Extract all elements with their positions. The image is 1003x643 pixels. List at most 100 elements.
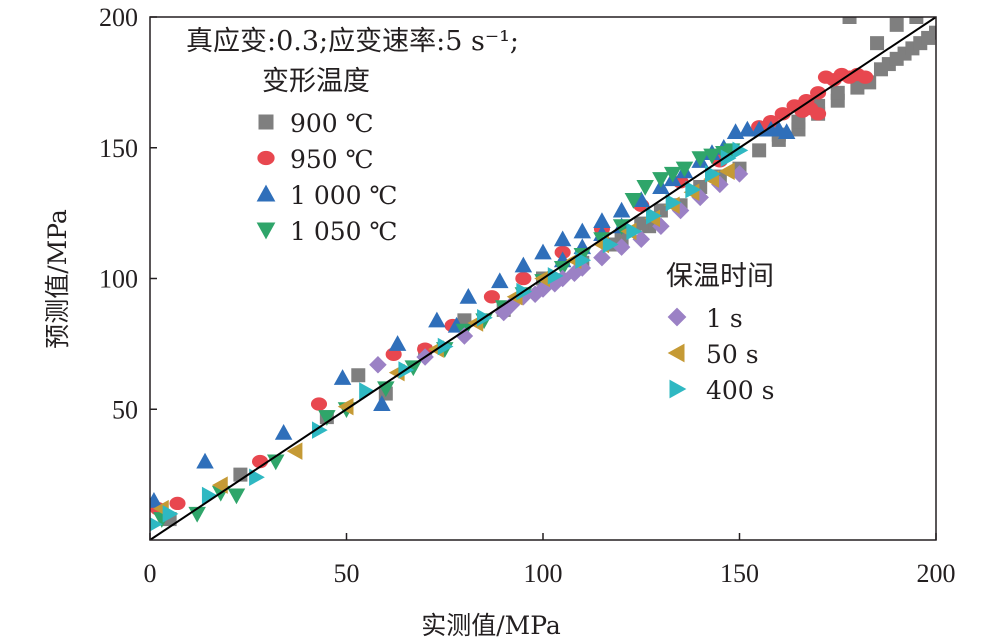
data-point-3-22 bbox=[663, 166, 682, 183]
data-point-0-16 bbox=[752, 143, 767, 158]
legend-marker-3 bbox=[256, 222, 276, 240]
x-tick-label-2: 100 bbox=[524, 559, 563, 588]
data-point-0-38 bbox=[830, 85, 845, 100]
data-point-2-3 bbox=[333, 369, 352, 385]
legend-marker-0 bbox=[258, 114, 274, 130]
legend-layer: 变形温度 900 ℃ 950 ℃ 1 000 ℃ 1 050 ℃ 保温时间 1 s 50 s 4… bbox=[256, 66, 775, 405]
legend-label-1: 950 ℃ bbox=[290, 145, 374, 174]
data-point-6-12 bbox=[602, 235, 619, 254]
data-point-6-16 bbox=[685, 180, 702, 199]
y-tick-label-3: 200 bbox=[99, 3, 138, 32]
data-point-3-19 bbox=[624, 193, 643, 209]
data-point-0-33 bbox=[889, 17, 904, 32]
data-point-6-14 bbox=[646, 206, 662, 225]
legend-label-5: 50 s bbox=[706, 340, 759, 369]
data-point-2-10 bbox=[534, 243, 552, 260]
data-point-2-13 bbox=[593, 212, 611, 228]
data-point-4-8 bbox=[593, 248, 611, 267]
legend-label-4: 1 s bbox=[706, 304, 743, 333]
data-point-5-1 bbox=[211, 476, 228, 494]
data-points-layer bbox=[150, 17, 936, 540]
data-point-2-15 bbox=[632, 191, 650, 208]
data-point-6-17 bbox=[704, 165, 721, 183]
data-point-2-9 bbox=[514, 256, 533, 273]
data-point-4-15 bbox=[730, 165, 749, 183]
data-point-2-0 bbox=[150, 492, 163, 508]
data-point-4-17 bbox=[526, 285, 544, 303]
x-tick-label-4: 200 bbox=[917, 559, 956, 588]
data-point-6-3 bbox=[249, 468, 265, 486]
data-point-5-2 bbox=[286, 442, 303, 460]
legend-marker-6 bbox=[669, 379, 687, 399]
data-point-0-22 bbox=[850, 80, 865, 95]
data-point-4-19 bbox=[565, 264, 584, 283]
legend-label-6: 400 s bbox=[706, 376, 775, 405]
data-point-4-2 bbox=[455, 327, 474, 345]
legend-marker-1 bbox=[257, 150, 275, 166]
legend-label-3: 1 050 ℃ bbox=[290, 217, 397, 246]
data-point-0-21 bbox=[842, 17, 857, 24]
data-point-6-19 bbox=[732, 141, 749, 160]
axes-layer: 0 50 100 150 200 50 100 150 200 bbox=[99, 3, 956, 588]
data-point-2-2 bbox=[274, 424, 293, 440]
data-point-3-20 bbox=[636, 179, 654, 196]
data-point-6-11 bbox=[575, 251, 592, 269]
x-tick-label-1: 50 bbox=[334, 559, 360, 588]
legend-label-0: 900 ℃ bbox=[290, 109, 374, 138]
data-point-2-7 bbox=[459, 288, 478, 304]
data-point-1-4 bbox=[385, 347, 402, 361]
conditions-annotation: 真应变:0.3;应变速率:5 s⁻¹; bbox=[186, 26, 519, 57]
data-point-6-15 bbox=[665, 193, 682, 212]
y-tick-label-0: 50 bbox=[112, 395, 138, 424]
data-point-2-5 bbox=[388, 335, 407, 351]
data-point-6-5 bbox=[359, 382, 375, 400]
data-point-5-16 bbox=[718, 162, 735, 181]
data-point-1-19 bbox=[810, 86, 827, 100]
data-point-6-7 bbox=[437, 337, 454, 356]
data-point-0-36 bbox=[791, 114, 806, 129]
data-point-2-23 bbox=[738, 120, 757, 137]
legend-marker-2 bbox=[256, 184, 276, 202]
data-point-6-18 bbox=[720, 149, 737, 167]
legend-marker-5 bbox=[667, 343, 685, 363]
data-point-2-11 bbox=[553, 230, 572, 247]
legend-title-temperature: 变形温度 bbox=[262, 66, 370, 97]
y-tick-label-2: 150 bbox=[99, 134, 138, 163]
data-point-0-34 bbox=[909, 17, 924, 24]
data-point-3-24 bbox=[691, 151, 709, 167]
data-point-4-9 bbox=[612, 238, 631, 256]
data-point-2-8 bbox=[491, 272, 509, 289]
data-point-1-3 bbox=[310, 397, 328, 411]
y-tick-label-1: 100 bbox=[99, 265, 138, 294]
data-point-0-32 bbox=[870, 36, 885, 51]
data-point-6-4 bbox=[311, 421, 328, 439]
x-tick-label-0: 0 bbox=[144, 559, 157, 588]
data-point-2-12 bbox=[573, 222, 592, 239]
data-point-3-15 bbox=[553, 261, 572, 277]
data-point-3-3 bbox=[227, 488, 246, 505]
data-point-3-5 bbox=[318, 410, 336, 426]
data-point-6-2 bbox=[201, 486, 218, 505]
legend-label-2: 1 000 ℃ bbox=[290, 181, 397, 210]
data-point-1-1 bbox=[169, 496, 186, 511]
data-point-3-23 bbox=[675, 161, 694, 178]
data-point-2-1 bbox=[196, 452, 214, 469]
x-axis-title: 实测值/MPa bbox=[421, 611, 561, 640]
y-axis-title: 预测值/MPa bbox=[43, 209, 72, 349]
legend-title-holding-time: 保温时间 bbox=[666, 261, 774, 292]
data-point-2-14 bbox=[612, 201, 631, 218]
data-point-3-8 bbox=[404, 360, 423, 377]
data-point-6-1 bbox=[162, 505, 179, 523]
data-point-5-3 bbox=[337, 397, 354, 416]
reference-line-y-equals-x bbox=[150, 17, 936, 540]
data-point-4-0 bbox=[369, 356, 387, 374]
data-point-0-40 bbox=[634, 216, 649, 231]
data-point-6-0 bbox=[150, 517, 163, 532]
data-point-6-13 bbox=[626, 222, 643, 241]
data-point-3-21 bbox=[652, 172, 670, 188]
data-point-2-4 bbox=[373, 395, 391, 412]
data-point-2-27 bbox=[777, 123, 796, 140]
data-point-4-10 bbox=[632, 230, 650, 249]
data-point-2-6 bbox=[428, 311, 446, 328]
